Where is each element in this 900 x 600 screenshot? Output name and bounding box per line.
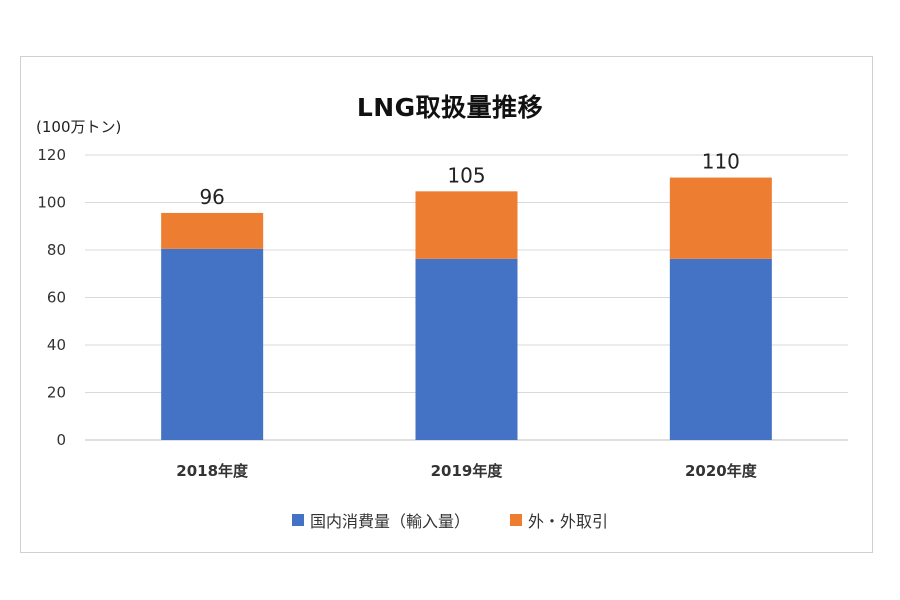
bar-foreign-trade [415,191,518,259]
x-tick-label: 2019年度 [431,462,504,480]
bar-total-label: 110 [702,150,740,174]
y-tick-label: 100 [37,194,66,212]
legend-item-foreign-trade: 外・外取引 [510,508,608,532]
bar-foreign-trade [669,177,772,259]
legend: 国内消費量（輸入量） 外・外取引 [0,508,900,532]
legend-item-domestic: 国内消費量（輸入量） [291,508,470,532]
bar-domestic [415,258,518,440]
y-tick-label: 40 [47,336,66,354]
y-tick-label: 60 [47,289,66,307]
y-axis-unit-label: (100万トン) [36,118,122,136]
bar-total-label: 96 [199,185,224,209]
legend-label-domestic: 国内消費量（輸入量） [309,512,470,531]
y-tick-label: 80 [47,241,66,259]
y-tick-label: 120 [37,146,66,164]
bar-total-label: 105 [447,163,485,187]
x-tick-label: 2018年度 [176,462,249,480]
legend-swatch-domestic [291,514,304,526]
chart-title: LNG取扱量推移 [356,93,544,122]
y-tick-label: 20 [47,384,66,402]
bar-foreign-trade [161,212,264,249]
bar-domestic [161,248,264,440]
x-tick-label: 2020年度 [685,462,758,480]
legend-swatch-foreign-trade [510,514,522,526]
bar-domestic [669,258,772,440]
y-tick-label: 0 [56,431,66,449]
legend-label-foreign-trade: 外・外取引 [528,512,609,531]
